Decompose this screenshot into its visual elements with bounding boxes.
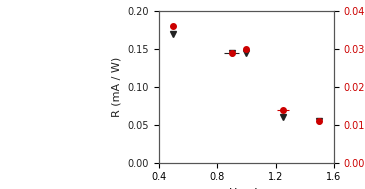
X-axis label: pH value: pH value xyxy=(222,188,271,189)
Y-axis label: R (mA / W): R (mA / W) xyxy=(112,57,122,117)
